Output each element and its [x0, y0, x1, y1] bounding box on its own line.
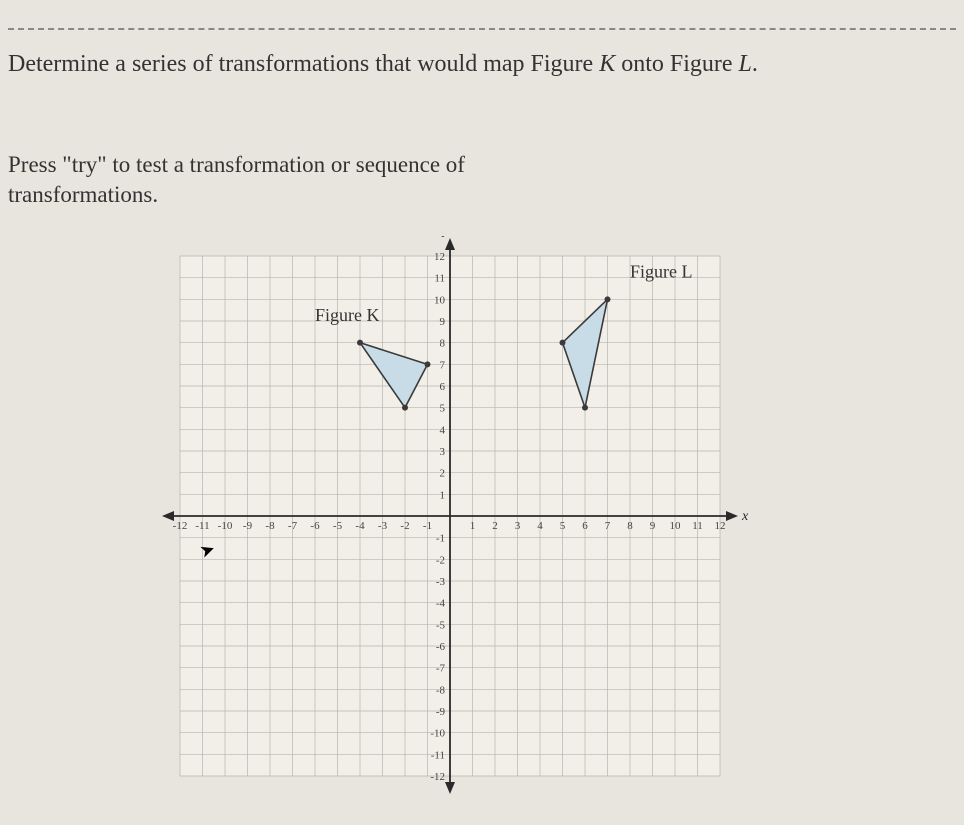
svg-text:7: 7: [605, 520, 611, 532]
instruction-text: Press "try" to test a transformation or …: [8, 152, 465, 208]
page-divider: [8, 28, 956, 30]
svg-text:2: 2: [492, 520, 498, 532]
svg-text:5: 5: [440, 403, 446, 415]
svg-text:-11: -11: [195, 520, 209, 532]
svg-text:6: 6: [582, 520, 588, 532]
question-text: Determine a series of transformations th…: [8, 48, 956, 82]
svg-text:5: 5: [560, 520, 566, 532]
svg-text:-9: -9: [436, 706, 446, 718]
svg-text:8: 8: [440, 338, 446, 350]
svg-text:-7: -7: [288, 520, 298, 532]
svg-text:9: 9: [650, 520, 656, 532]
svg-text:3: 3: [515, 520, 521, 532]
svg-text:y: y: [441, 236, 450, 238]
svg-text:-5: -5: [436, 619, 446, 631]
svg-text:1: 1: [470, 520, 476, 532]
svg-text:8: 8: [627, 520, 633, 532]
svg-text:-6: -6: [310, 520, 320, 532]
coordinate-graph[interactable]: xy-12-11-10-9-8-7-6-5-4-3-2-112345678910…: [150, 236, 750, 796]
svg-text:-4: -4: [355, 520, 365, 532]
svg-text:-4: -4: [436, 598, 446, 610]
svg-text:-8: -8: [436, 684, 446, 696]
svg-text:-2: -2: [400, 520, 409, 532]
svg-text:x: x: [741, 509, 749, 524]
svg-text:10: 10: [434, 294, 446, 306]
svg-text:-9: -9: [243, 520, 253, 532]
svg-text:-1: -1: [423, 520, 432, 532]
svg-text:2: 2: [440, 468, 446, 480]
svg-text:9: 9: [440, 316, 446, 328]
svg-text:12: 12: [715, 520, 726, 532]
svg-text:10: 10: [670, 520, 682, 532]
svg-text:-5: -5: [333, 520, 343, 532]
svg-text:11: 11: [692, 520, 703, 532]
question-mid: onto Figure: [615, 51, 738, 77]
svg-text:4: 4: [440, 424, 446, 436]
svg-text:Figure L: Figure L: [630, 262, 693, 282]
svg-text:4: 4: [537, 520, 543, 532]
svg-text:3: 3: [440, 446, 446, 458]
svg-text:-10: -10: [430, 728, 445, 740]
question-var-l: L: [739, 51, 752, 77]
svg-text:-2: -2: [436, 554, 445, 566]
svg-text:-1: -1: [436, 533, 445, 545]
svg-text:-8: -8: [265, 520, 275, 532]
instruction-line1: Press "try" to test a transformation or …: [8, 152, 465, 178]
svg-text:7: 7: [440, 359, 446, 371]
question-prefix: Determine a series of transformations th…: [8, 51, 599, 77]
question-var-k: K: [599, 51, 615, 77]
svg-text:-12: -12: [430, 771, 445, 783]
question-suffix: .: [752, 51, 758, 77]
svg-text:-7: -7: [436, 663, 446, 675]
svg-text:Figure K: Figure K: [315, 305, 380, 325]
svg-text:-11: -11: [431, 749, 445, 761]
instruction-line2: transformations.: [8, 182, 465, 208]
svg-text:-10: -10: [218, 520, 233, 532]
svg-text:-3: -3: [378, 520, 388, 532]
svg-text:-6: -6: [436, 641, 446, 653]
svg-text:12: 12: [434, 251, 445, 263]
graph-svg: xy-12-11-10-9-8-7-6-5-4-3-2-112345678910…: [150, 236, 750, 796]
svg-text:-3: -3: [436, 576, 446, 588]
svg-text:6: 6: [440, 381, 446, 393]
svg-text:11: 11: [434, 273, 445, 285]
svg-text:-12: -12: [173, 520, 188, 532]
svg-text:1: 1: [440, 489, 446, 501]
